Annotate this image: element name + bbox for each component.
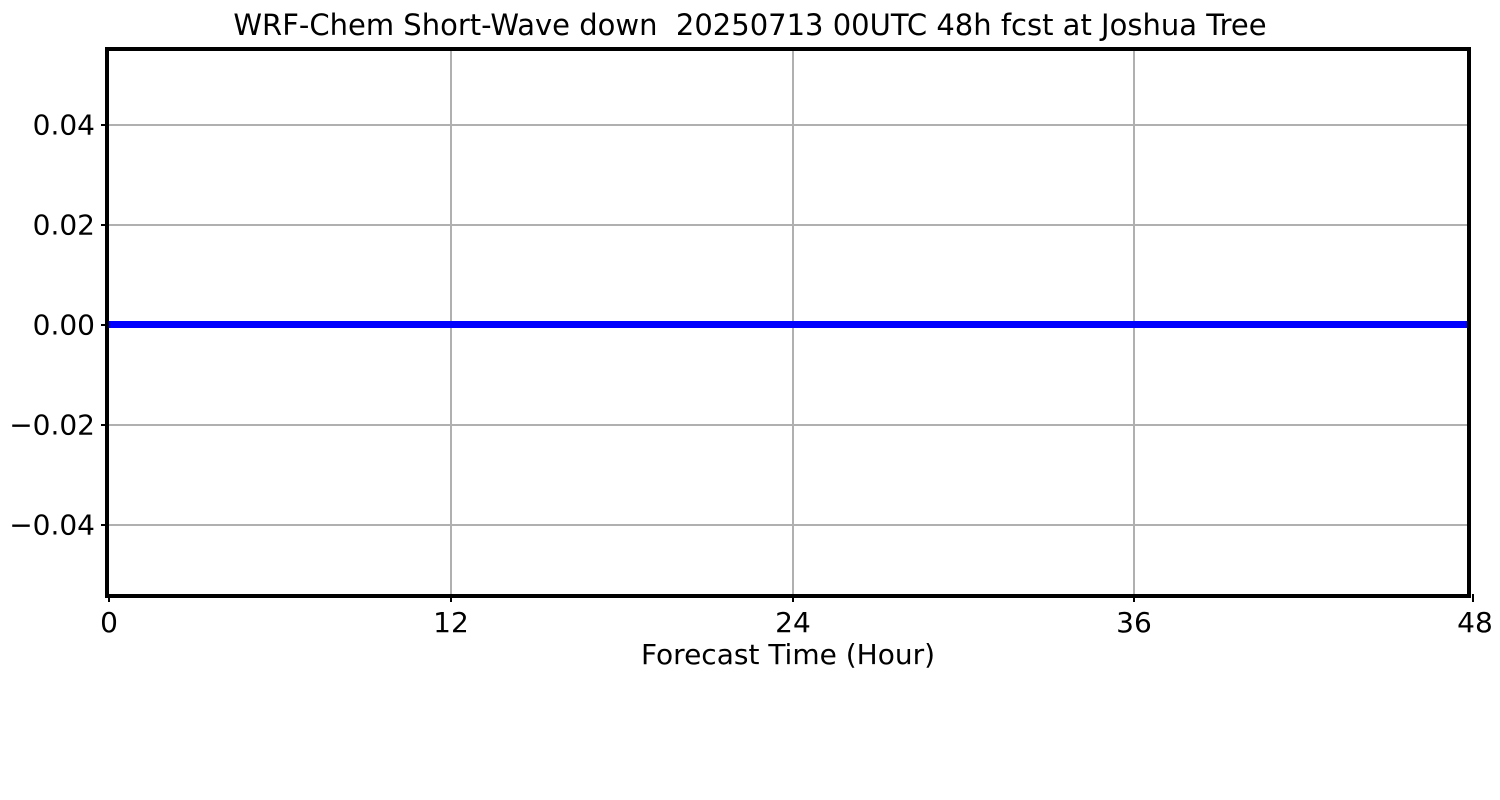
- gridline-horizontal: [109, 224, 1467, 226]
- x-tick-mark: [1472, 594, 1474, 602]
- chart-title: WRF-Chem Short-Wave down 20250713 00UTC …: [233, 8, 1267, 42]
- y-tick-mark: [101, 124, 109, 126]
- x-tick-label: 12: [433, 606, 469, 639]
- y-tick-mark: [101, 324, 109, 326]
- series-line-short-wave-down: [109, 321, 1467, 328]
- y-tick-label: 0.00: [32, 308, 95, 342]
- y-axis-title: Short-Wave down: [3, 215, 9, 462]
- y-tick-label: 0.02: [32, 208, 95, 242]
- gridline-horizontal: [109, 424, 1467, 426]
- x-tick-mark: [792, 594, 794, 602]
- plot-area: 0.04 0.02 0.00 −0.02 −0.04 0 12 24 36 48: [9, 47, 1493, 639]
- x-tick-label: 48: [1457, 606, 1493, 639]
- x-tick-mark: [1133, 594, 1135, 602]
- x-tick-label: 36: [1116, 606, 1152, 639]
- plot-inner: [109, 51, 1467, 594]
- x-tick-mark: [108, 594, 110, 602]
- y-tick-label: −0.04: [9, 508, 95, 542]
- y-tick-mark: [101, 524, 109, 526]
- y-tick-mark: [101, 224, 109, 226]
- y-tick-label: 0.04: [32, 108, 95, 142]
- y-tick-label: −0.02: [9, 408, 95, 442]
- gridline-horizontal: [109, 524, 1467, 526]
- x-tick-mark: [450, 594, 452, 602]
- gridline-horizontal: [109, 124, 1467, 126]
- x-axis-title: Forecast Time (Hour): [640, 638, 936, 671]
- x-tick-label: 24: [775, 606, 811, 639]
- y-axis-title-clip: Short-Wave down: [0, 47, 9, 598]
- x-tick-label: 0: [100, 606, 118, 639]
- y-tick-mark: [101, 424, 109, 426]
